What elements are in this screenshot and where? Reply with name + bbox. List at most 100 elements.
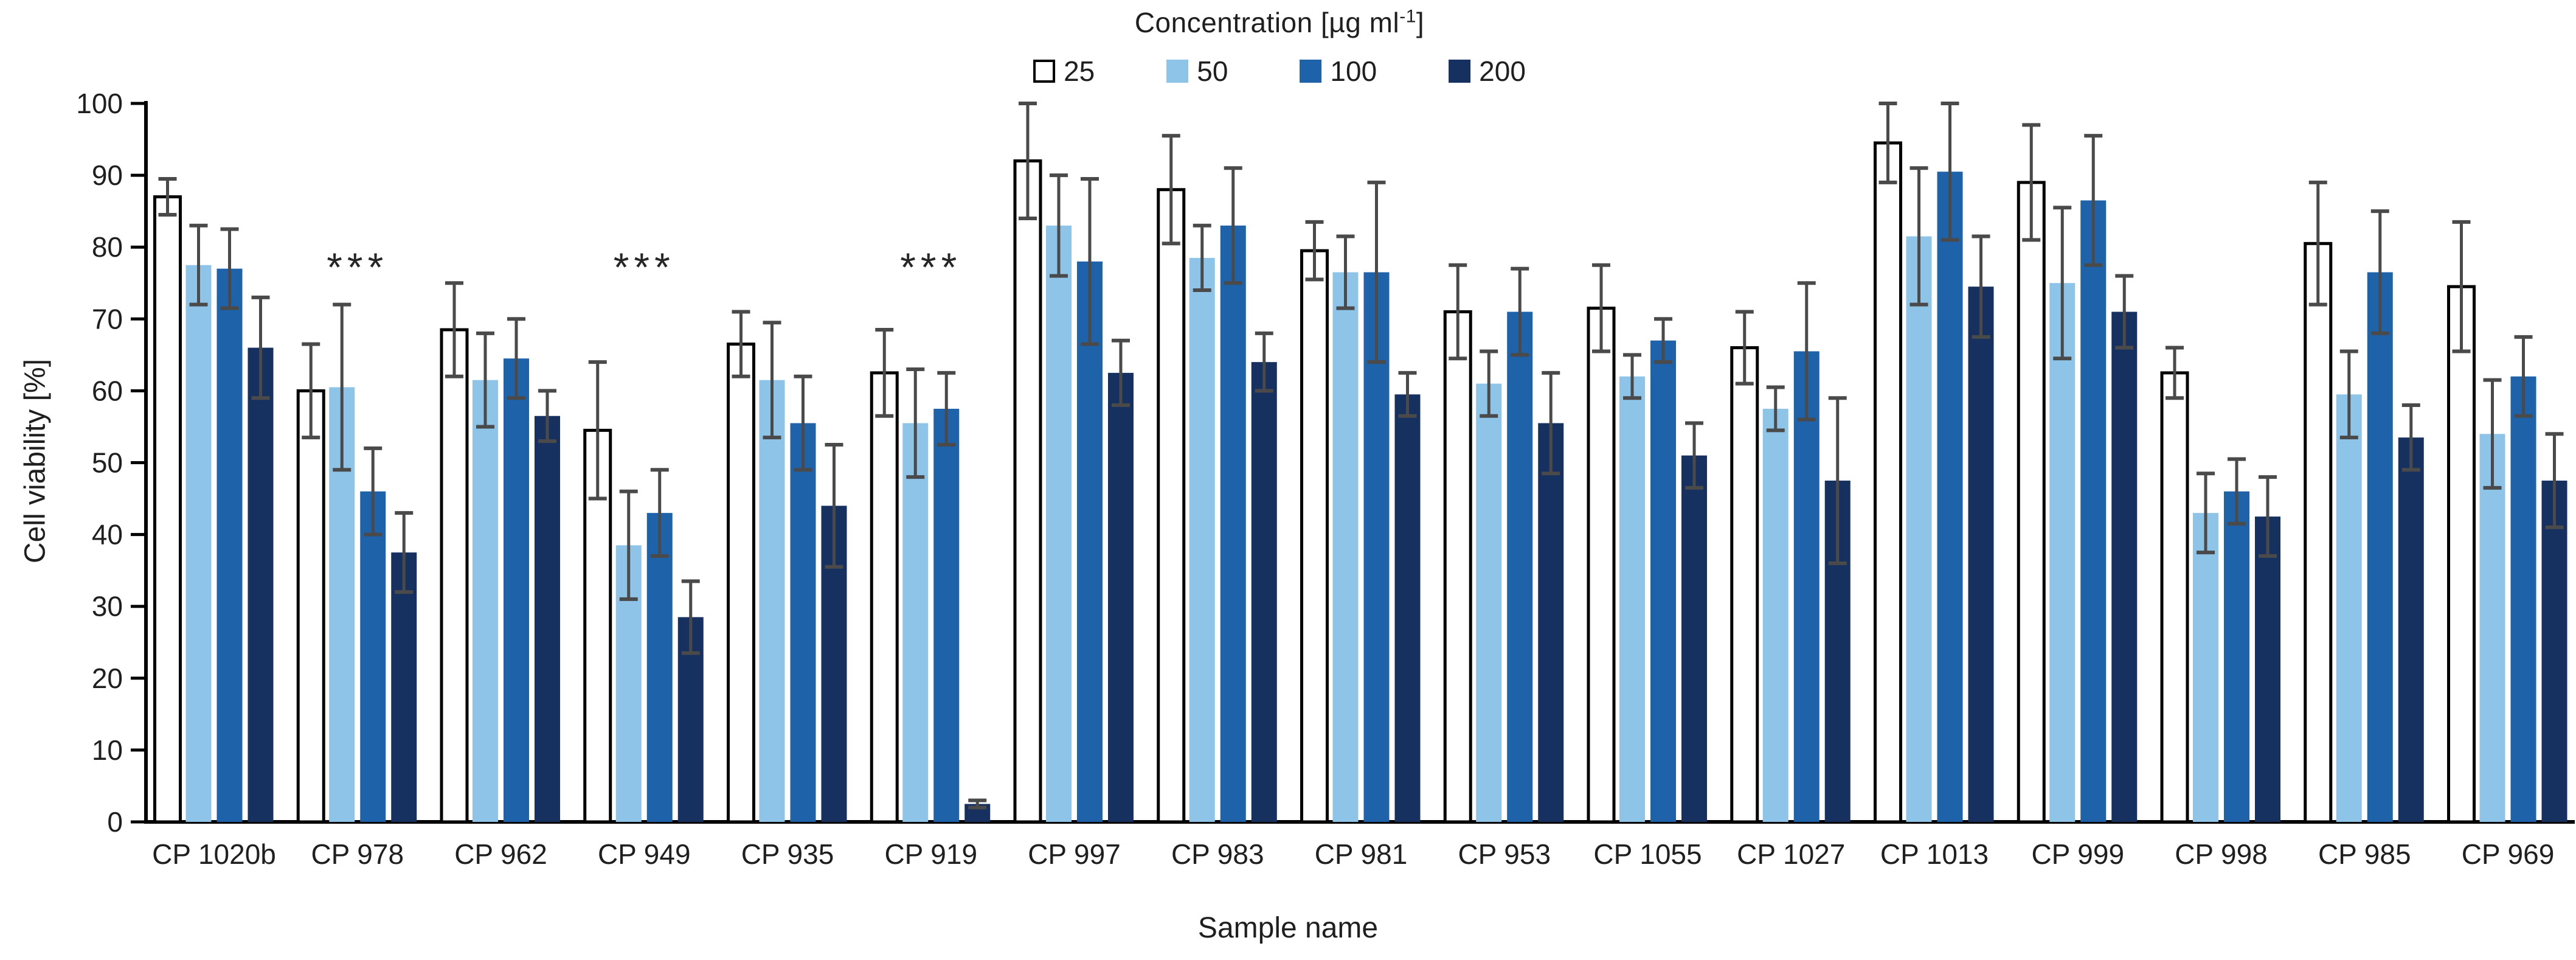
y-tick-label: 30 <box>92 591 123 622</box>
x-category-label: CP 949 <box>598 838 691 870</box>
y-tick-label: 60 <box>92 375 123 406</box>
y-tick-label: 0 <box>107 806 123 838</box>
legend-label-100: 100 <box>1330 55 1377 87</box>
bar-200-CP 978 <box>391 552 417 822</box>
legend-item-50: 50 <box>1166 55 1228 88</box>
y-tick-label: 10 <box>92 734 123 766</box>
bar-200-CP 985 <box>2398 437 2424 822</box>
x-category-label: CP 999 <box>2031 838 2124 870</box>
bar-25-CP 962 <box>440 328 469 824</box>
x-category-label: CP 997 <box>1028 838 1121 870</box>
legend-swatch-25 <box>1033 60 1056 83</box>
x-category-label: CP 962 <box>454 838 547 870</box>
bar-25-CP 969 <box>2447 285 2476 824</box>
bar-25-CP 997 <box>1013 159 1042 824</box>
bar-100-CP 969 <box>2510 376 2536 822</box>
x-category-label: CP 935 <box>741 838 834 870</box>
bar-200-CP 953 <box>1538 423 1564 822</box>
y-tick-label: 20 <box>92 663 123 694</box>
bar-25-CP 1013 <box>1874 141 1902 824</box>
bar-100-CP 1027 <box>1793 351 1819 822</box>
bar-25-CP 985 <box>2304 242 2333 824</box>
x-category-label: CP 1027 <box>1737 838 1845 870</box>
bar-200-CP 999 <box>2111 311 2138 822</box>
bar-100-CP 953 <box>1507 311 1533 822</box>
legend-swatch-200 <box>1449 60 1471 83</box>
legend-items: 25 50 100 200 <box>1033 55 1526 88</box>
bar-25-CP 978 <box>296 389 325 824</box>
bar-200-CP 981 <box>1394 394 1421 822</box>
legend-item-25: 25 <box>1033 55 1095 88</box>
y-tick-label: 80 <box>92 231 123 263</box>
bar-200-CP 1020b <box>248 347 274 822</box>
bar-50-CP 998 <box>2193 513 2218 822</box>
x-category-label: CP 1013 <box>1880 838 1989 870</box>
bar-25-CP 1055 <box>1587 307 1616 824</box>
legend-label-200: 200 <box>1479 55 1526 87</box>
legend-swatch-100 <box>1300 60 1322 83</box>
legend-swatch-50 <box>1166 60 1189 83</box>
bar-50-CP 969 <box>2479 434 2505 822</box>
bar-200-CP 1055 <box>1681 455 1707 822</box>
bar-100-CP 978 <box>360 491 386 822</box>
x-category-label: CP 978 <box>311 838 404 870</box>
x-category-label: CP 983 <box>1171 838 1264 870</box>
bar-25-CP 919 <box>870 371 899 824</box>
y-tick-label: 40 <box>92 519 123 551</box>
x-axis-title: Sample name <box>1197 912 1379 944</box>
y-tick-label: 50 <box>92 447 123 479</box>
bar-50-CP 985 <box>2336 394 2362 822</box>
bar-100-CP 1055 <box>1650 340 1676 822</box>
x-category-label: CP 981 <box>1315 838 1408 870</box>
bar-50-CP 935 <box>759 380 785 822</box>
x-category-label: CP 919 <box>884 838 977 870</box>
bar-25-CP 981 <box>1300 249 1329 824</box>
significance-marker-CP 919: *** <box>900 245 961 290</box>
bar-200-CP 1013 <box>1968 287 1994 822</box>
chart-legend: Concentration [µg ml-1] 25 50 100 200 <box>1033 6 1526 88</box>
bar-100-CP 998 <box>2224 491 2249 822</box>
bar-50-CP 1055 <box>1619 376 1645 822</box>
bar-50-CP 962 <box>473 380 498 822</box>
y-axis-title: Cell viability [%] <box>19 358 52 564</box>
bar-25-CP 935 <box>727 343 755 824</box>
bar-100-CP 962 <box>504 358 529 822</box>
significance-marker-CP 978: *** <box>327 245 388 290</box>
bar-50-CP 1020b <box>185 265 212 823</box>
x-category-label: CP 985 <box>2318 838 2411 870</box>
bar-25-CP 983 <box>1157 188 1186 824</box>
y-tick-label: 90 <box>92 159 123 191</box>
bar-100-CP 983 <box>1220 225 1246 822</box>
legend-item-100: 100 <box>1300 55 1377 88</box>
x-category-label: CP 1055 <box>1593 838 1702 870</box>
bar-100-CP 949 <box>646 513 673 822</box>
x-category-label: CP 969 <box>2462 838 2555 870</box>
x-category-label: CP 1020b <box>152 838 276 870</box>
bar-100-CP 985 <box>2367 272 2393 822</box>
y-tick-label: 70 <box>92 303 123 335</box>
x-category-label: CP 998 <box>2175 838 2268 870</box>
bar-50-CP 1013 <box>1906 236 1932 822</box>
bar-200-CP 998 <box>2255 517 2280 822</box>
bar-25-CP 999 <box>2017 181 2046 824</box>
bar-100-CP 1013 <box>1937 172 1963 822</box>
legend-label-25: 25 <box>1064 55 1095 87</box>
bar-50-CP 997 <box>1046 225 1072 822</box>
bar-200-CP 997 <box>1108 372 1134 822</box>
significance-marker-CP 949: *** <box>614 245 675 290</box>
bar-100-CP 1020b <box>216 268 243 822</box>
bar-25-CP 953 <box>1443 310 1472 824</box>
x-category-label: CP 953 <box>1458 838 1551 870</box>
bar-25-CP 1027 <box>1730 346 1759 824</box>
y-tick-label: 100 <box>76 88 123 119</box>
legend-title: Concentration [µg ml-1] <box>1033 6 1526 39</box>
bar-100-CP 997 <box>1077 261 1103 822</box>
bar-25-CP 998 <box>2160 371 2189 824</box>
bar-100-CP 919 <box>933 408 960 822</box>
bar-100-CP 935 <box>790 423 816 822</box>
bar-50-CP 999 <box>2049 283 2076 822</box>
legend-item-200: 200 <box>1449 55 1526 88</box>
bar-50-CP 983 <box>1189 257 1215 822</box>
